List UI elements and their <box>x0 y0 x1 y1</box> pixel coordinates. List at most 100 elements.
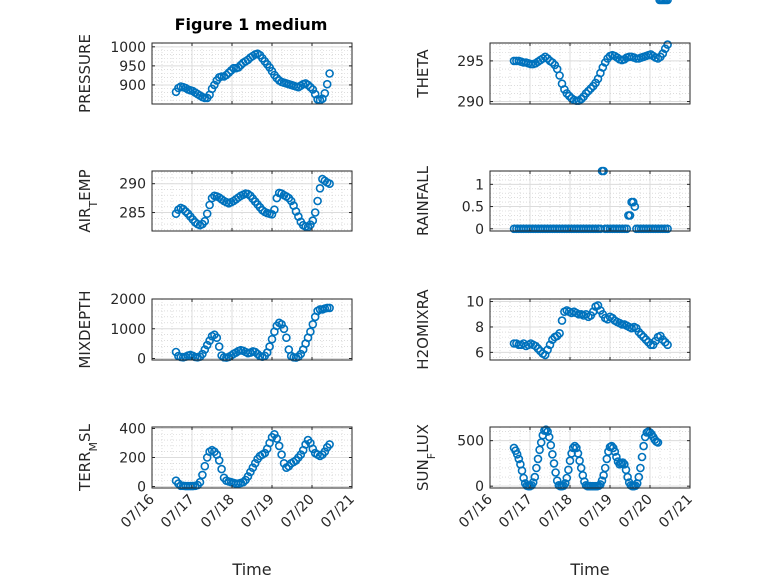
data-point <box>622 224 632 234</box>
y-tick-label: 400 <box>119 421 146 437</box>
subplot-theta: 290 295 THETA <box>414 40 691 111</box>
y-tick-label: 0 <box>475 479 484 495</box>
data-point <box>320 447 330 457</box>
data-point <box>560 479 570 488</box>
data-point <box>303 80 313 90</box>
y-tick-label: 900 <box>119 78 146 94</box>
data-point <box>200 461 210 471</box>
data-point <box>238 477 248 487</box>
y-tick-label: 285 <box>119 206 146 222</box>
data-point <box>308 216 318 225</box>
data-point <box>217 464 226 474</box>
data-point <box>548 449 557 459</box>
data-point <box>274 441 284 451</box>
data-point <box>282 333 291 343</box>
subplot-mixdepth: 0 1000 2000 MIXDEPTH <box>76 290 353 369</box>
data-point <box>325 69 334 78</box>
data-point <box>212 333 222 343</box>
axes-box <box>489 426 691 489</box>
y-axis-label: RAINFALL <box>414 165 432 236</box>
data-point <box>570 441 580 451</box>
data-point <box>200 345 210 354</box>
data-point <box>308 319 318 329</box>
data-point <box>296 349 306 359</box>
data-point <box>600 463 610 473</box>
data-point <box>533 344 543 353</box>
y-axis-label: MIXDEPTH <box>76 290 94 368</box>
data-point <box>658 335 668 345</box>
y-tick-label: 200 <box>119 451 146 467</box>
data-series <box>171 429 334 491</box>
data-point <box>636 463 645 473</box>
y-tick-label: 2000 <box>110 292 146 308</box>
data-point <box>224 68 234 77</box>
data-point <box>250 458 260 468</box>
data-point <box>546 440 556 450</box>
axes-box <box>489 170 691 232</box>
data-point <box>598 63 608 72</box>
data-point <box>272 434 282 443</box>
data-point <box>243 472 253 481</box>
y-tick-label: 1 <box>475 177 484 193</box>
data-point <box>658 49 668 58</box>
axes-box <box>489 298 691 361</box>
data-point <box>555 71 564 80</box>
subplot-rainfall: 0 0.5 1 RAINFALL <box>414 165 691 238</box>
data-point <box>222 70 231 80</box>
data-point <box>623 472 632 482</box>
data-point <box>572 443 581 453</box>
data-point <box>557 316 567 325</box>
y-tick-label: 290 <box>119 177 146 193</box>
data-point <box>308 444 318 454</box>
y-tick-label: 10 <box>466 295 484 311</box>
y-axis-label: TERRMSL <box>76 423 100 492</box>
data-point <box>200 216 210 226</box>
data-point <box>653 438 663 447</box>
data-point <box>544 432 554 442</box>
subplot-pressure: 900 950 1000 PRESSURE <box>76 34 353 113</box>
y-axis-label: AIRTEMP <box>76 169 100 232</box>
y-tick-label: 1000 <box>110 322 146 338</box>
data-point <box>562 473 572 483</box>
axes-box <box>151 170 353 232</box>
data-point <box>286 196 296 206</box>
data-point <box>514 454 524 464</box>
data-point <box>612 452 621 462</box>
x-axis-label: Time <box>569 560 609 579</box>
data-point <box>277 319 286 329</box>
data-point <box>202 209 212 218</box>
data-point <box>279 324 289 334</box>
data-point <box>325 179 334 188</box>
data-point <box>528 478 538 487</box>
data-point <box>260 448 270 458</box>
data-point <box>325 440 334 449</box>
data-point <box>581 89 591 98</box>
data-point <box>533 454 543 464</box>
data-point <box>541 425 551 435</box>
data-point <box>637 452 647 462</box>
data-point <box>174 479 183 488</box>
data-point <box>205 336 214 346</box>
data-point <box>214 342 224 351</box>
data-point <box>270 429 279 439</box>
y-tick-label: 500 <box>457 434 484 450</box>
data-point <box>234 63 243 72</box>
y-tick-label: 0 <box>137 480 146 496</box>
y-axis-label: PRESSURE <box>76 34 94 113</box>
data-point <box>306 327 315 337</box>
data-point <box>586 84 596 93</box>
data-point <box>181 207 190 216</box>
y-axis-label: SUNFLUX <box>414 424 438 491</box>
data-point <box>322 79 332 89</box>
y-tick-label: 8 <box>475 320 484 336</box>
data-point <box>198 470 207 480</box>
data-point <box>178 204 188 214</box>
data-point <box>315 184 325 193</box>
data-point <box>543 427 552 436</box>
data-point <box>562 89 572 98</box>
data-point <box>597 476 607 486</box>
data-point <box>584 86 593 96</box>
data-point <box>576 94 586 104</box>
data-series <box>171 49 334 105</box>
